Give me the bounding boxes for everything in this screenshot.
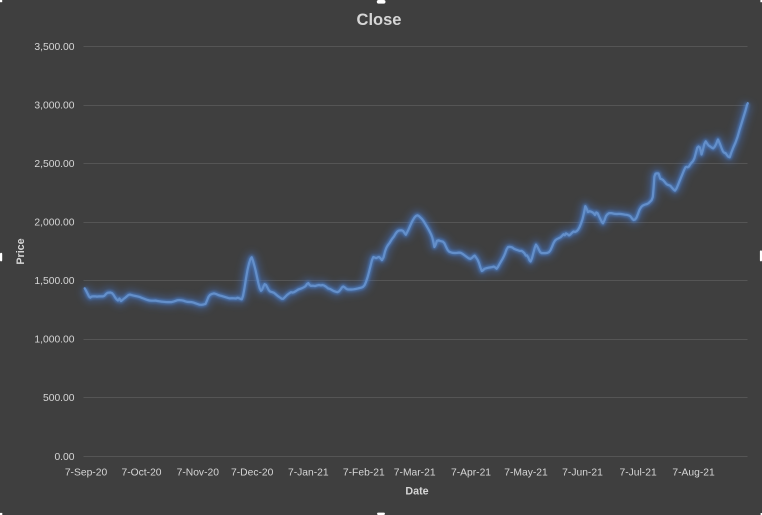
svg-text:3,000.00: 3,000.00 — [34, 101, 74, 112]
svg-text:7-Feb-21: 7-Feb-21 — [343, 468, 385, 479]
svg-text:7-Nov-20: 7-Nov-20 — [177, 468, 220, 479]
svg-text:Date: Date — [405, 486, 428, 498]
svg-text:500.00: 500.00 — [43, 393, 75, 404]
svg-text:7-Jan-21: 7-Jan-21 — [288, 468, 329, 479]
svg-text:1,500.00: 1,500.00 — [34, 276, 74, 287]
svg-text:3,500.00: 3,500.00 — [34, 42, 74, 53]
svg-text:7-Apr-21: 7-Apr-21 — [451, 468, 491, 479]
svg-text:2,000.00: 2,000.00 — [34, 218, 74, 229]
svg-text:7-Mar-21: 7-Mar-21 — [394, 468, 436, 479]
svg-text:7-Aug-21: 7-Aug-21 — [672, 468, 715, 479]
svg-text:7-Jul-21: 7-Jul-21 — [619, 468, 656, 479]
svg-text:2,500.00: 2,500.00 — [34, 159, 74, 170]
svg-text:Price: Price — [15, 238, 27, 264]
svg-text:7-May-21: 7-May-21 — [504, 468, 548, 479]
svg-text:0.00: 0.00 — [54, 452, 74, 463]
svg-text:1,000.00: 1,000.00 — [34, 335, 74, 346]
svg-text:7-Sep-20: 7-Sep-20 — [65, 468, 108, 479]
svg-text:7-Jun-21: 7-Jun-21 — [562, 468, 603, 479]
svg-text:Close: Close — [357, 11, 402, 29]
svg-text:7-Oct-20: 7-Oct-20 — [121, 468, 161, 479]
svg-text:7-Dec-20: 7-Dec-20 — [231, 468, 274, 479]
